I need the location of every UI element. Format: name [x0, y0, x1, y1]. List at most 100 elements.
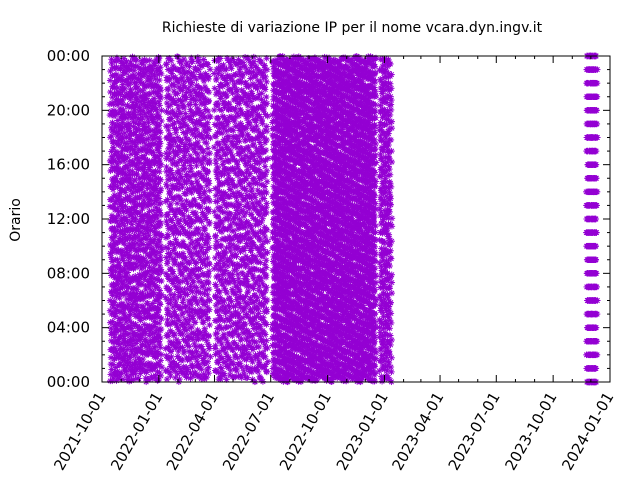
data-point	[205, 279, 212, 287]
data-point	[225, 215, 232, 223]
y-axis-label: Orario	[8, 198, 24, 242]
data-point	[264, 249, 271, 256]
data-point	[157, 129, 164, 136]
data-point	[156, 168, 163, 175]
data-point	[205, 208, 212, 216]
data-point	[203, 139, 210, 147]
data-point	[264, 113, 271, 120]
data-point	[109, 119, 116, 126]
data-point	[174, 90, 181, 97]
data-point	[181, 347, 188, 355]
data-point	[120, 106, 127, 114]
data-point	[164, 122, 172, 130]
data-point	[182, 165, 189, 172]
data-point	[211, 106, 218, 114]
data-point	[158, 70, 165, 78]
data-point	[263, 93, 270, 101]
data-point	[206, 297, 213, 304]
data-point	[180, 104, 188, 112]
data-point	[262, 331, 269, 338]
data-point	[206, 261, 213, 268]
data-point	[219, 219, 226, 227]
data-point	[189, 58, 196, 65]
data-point	[157, 211, 165, 219]
data-point	[262, 257, 270, 264]
data-point	[157, 94, 164, 102]
data-point	[205, 285, 213, 293]
data-point	[158, 315, 165, 323]
data-point	[157, 301, 164, 308]
data-point	[250, 285, 257, 292]
data-point	[206, 197, 214, 205]
data-point	[157, 63, 164, 71]
data-point	[263, 264, 270, 271]
data-point	[225, 158, 233, 165]
data-point	[204, 168, 212, 176]
data-point	[263, 321, 270, 328]
data-point	[121, 239, 128, 247]
data-point	[156, 195, 163, 202]
data-point	[188, 323, 196, 331]
data-point	[205, 73, 213, 80]
data-point	[157, 87, 165, 94]
chart-title: Richieste di variazione IP per il nome v…	[162, 20, 543, 36]
data-point	[180, 55, 188, 63]
data-point	[220, 61, 227, 69]
data-point	[228, 65, 235, 72]
data-point	[205, 126, 213, 133]
data-point	[108, 132, 115, 140]
data-point	[157, 219, 165, 227]
data-point	[262, 73, 269, 81]
data-point	[263, 78, 270, 86]
data-point	[220, 370, 228, 377]
data-point	[207, 113, 214, 121]
data-point	[263, 189, 270, 197]
data-point	[205, 177, 212, 184]
data-point	[238, 335, 245, 343]
data-point	[167, 347, 175, 355]
data-point	[255, 343, 263, 351]
data-point	[263, 337, 270, 344]
data-point	[167, 372, 174, 380]
data-point	[263, 167, 271, 175]
data-point	[242, 320, 249, 328]
data-point	[201, 225, 209, 233]
data-point	[212, 342, 219, 349]
data-point	[206, 306, 213, 313]
data-point	[205, 235, 212, 242]
data-point	[194, 138, 202, 146]
data-point	[263, 178, 271, 185]
data-point	[204, 107, 212, 115]
data-point	[205, 272, 212, 280]
data-point	[254, 368, 262, 376]
data-point	[158, 117, 165, 125]
data-point	[242, 187, 250, 194]
data-point	[241, 305, 249, 312]
data-point	[236, 138, 243, 145]
data-point	[205, 332, 212, 339]
data-point	[157, 199, 164, 207]
data-point	[206, 219, 213, 226]
data-point	[157, 185, 165, 192]
data-point	[259, 120, 266, 127]
data-point	[133, 56, 140, 63]
data-point	[206, 159, 213, 167]
data-point	[206, 149, 214, 157]
data-point	[153, 106, 160, 113]
data-point	[158, 107, 165, 114]
data-point	[205, 97, 212, 105]
data-point	[157, 176, 164, 184]
data-point	[158, 268, 165, 276]
data-point	[157, 253, 164, 261]
data-point	[192, 97, 199, 104]
data-point	[263, 308, 271, 315]
data-point	[136, 159, 143, 167]
data-point	[218, 243, 225, 250]
data-point	[200, 56, 207, 63]
data-point	[262, 146, 270, 154]
data-point	[201, 188, 208, 195]
data-point	[204, 291, 211, 298]
data-point	[206, 321, 213, 329]
data-points	[106, 52, 601, 386]
